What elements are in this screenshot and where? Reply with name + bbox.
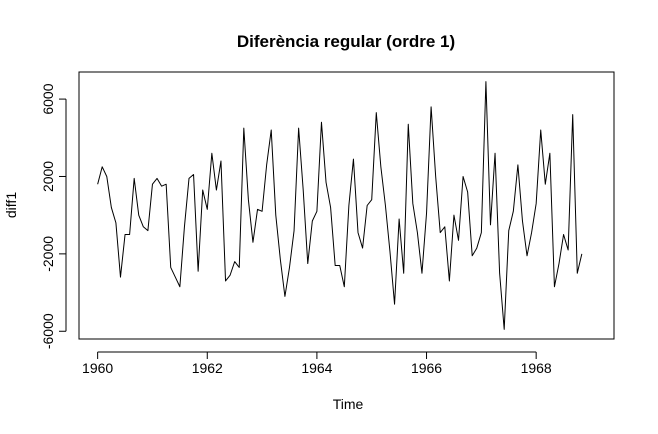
plot-frame [78, 71, 615, 340]
x-axis-label: Time [333, 396, 364, 412]
y-tick-label: 2000 [40, 161, 56, 192]
y-tick-label: -6000 [40, 313, 56, 349]
y-tick-label: -2000 [40, 236, 56, 272]
chart-title: Diferència regular (ordre 1) [237, 32, 455, 51]
x-tick-label: 1966 [411, 360, 442, 376]
x-tick-label: 1964 [301, 360, 332, 376]
series-line [97, 81, 583, 330]
series-layer [97, 81, 583, 330]
y-axis: -6000 -2000 2000 6000 [40, 83, 67, 349]
y-tick-label: 6000 [40, 83, 56, 114]
x-axis: 1960 1962 1964 1966 1968 [82, 351, 552, 376]
x-tick-label: 1968 [521, 360, 552, 376]
x-tick-label: 1962 [192, 360, 223, 376]
x-tick-label: 1960 [82, 360, 113, 376]
y-axis-label: diff1 [3, 192, 19, 218]
